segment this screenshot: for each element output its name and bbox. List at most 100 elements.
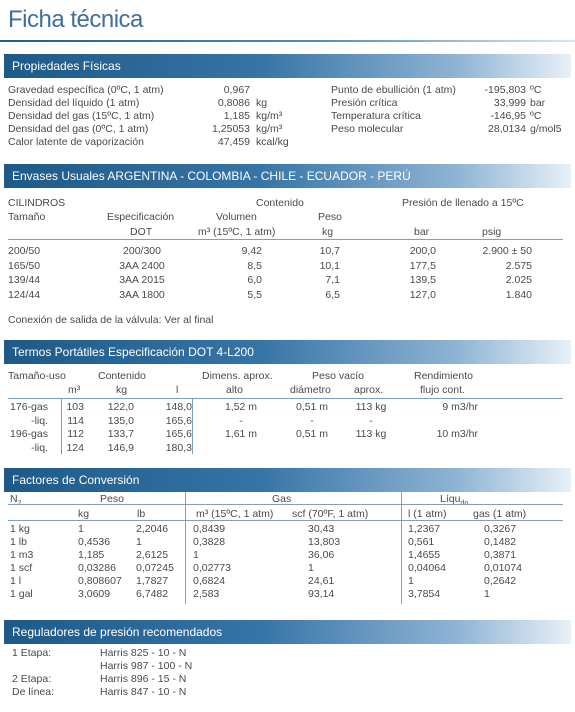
col-dot: DOT (130, 226, 153, 238)
divider (192, 399, 193, 454)
table-cell: 0,02773 (193, 562, 231, 574)
table-cell: 146,9 (107, 441, 134, 454)
table-cell: 1 (78, 523, 84, 535)
divider (61, 399, 62, 454)
property-label: Gravedad específica (0ºC, 1 atm) (8, 84, 164, 96)
table-cell: 148,0 (165, 401, 192, 413)
property-value: 28,0134 (488, 123, 526, 135)
col-lb: lb (137, 508, 146, 520)
table-cell: 10 m3/hr (436, 428, 478, 440)
property-label: Calor latente de vaporización (8, 136, 144, 148)
regulator-model: Harris 847 - 10 - N (100, 686, 187, 698)
col-volumen: Volumen (216, 211, 257, 223)
col-n2: N2 (10, 493, 22, 507)
table-cell: 113 kg (355, 428, 387, 440)
divider (185, 492, 186, 604)
table-cell: 0,3871 (484, 549, 517, 561)
divider (8, 398, 563, 399)
col-dimens: Dimens. aprox. (202, 370, 273, 382)
table-cell: 1,185 (78, 549, 105, 561)
table-cell: 0,561 (408, 536, 435, 548)
table-cell: 36,06 (308, 549, 335, 561)
col-peso-vacio: Peso vacío (312, 370, 364, 382)
property-value: 1,185 (223, 110, 250, 122)
regulator-model: Harris 987 - 100 - N (100, 660, 193, 672)
col-flujo: flujo cont. (420, 384, 465, 396)
table-cell: 165,6 (165, 414, 192, 427)
property-value: -146,95 (490, 110, 526, 122)
title-divider (0, 40, 575, 42)
col-kg: kg (116, 384, 128, 396)
col-m3: m³ (15ºC, 1 atm) (198, 226, 276, 238)
table-cell: 3,7854 (408, 588, 441, 600)
property-value: 1,25053 (212, 123, 250, 135)
table-cell: 2,6125 (136, 549, 169, 561)
col-l: l (176, 384, 179, 396)
property-label: Temperatura crítica (331, 110, 421, 122)
table-cell: 30,43 (308, 523, 335, 535)
table-cell: 139,5 (409, 274, 436, 286)
table-cell: 1,2367 (408, 523, 441, 535)
col-gas: Gas (272, 493, 292, 505)
table-cell: 0,07245 (136, 562, 174, 574)
table-cell: 139/44 (8, 274, 41, 286)
section-header-containers: Envases Usuales ARGENTINA - COLOMBIA - C… (4, 164, 571, 188)
property-unit: ºC (530, 84, 542, 96)
col-especificacion: Especificación (107, 211, 175, 223)
table-cell: 6,0 (247, 274, 262, 286)
table-cell: 1 (308, 562, 314, 574)
table-cell: 180,3 (165, 441, 192, 454)
table-cell: 103 (66, 401, 84, 413)
property-value: 47,459 (217, 136, 250, 148)
table-cell: 1 lb (10, 536, 27, 548)
table-cell: 0,6824 (193, 575, 226, 587)
table-cell: 0,808607 (78, 575, 122, 587)
table-cell: 1 m3 (10, 549, 34, 561)
table-cell: 0,01074 (484, 562, 522, 574)
table-cell: 2.900 ± 50 (482, 245, 532, 257)
property-unit: g/mol5 (530, 123, 562, 135)
table-cell: 1 (484, 588, 490, 600)
table-cell: 2.025 (505, 274, 532, 286)
property-value: 0,967 (223, 84, 250, 96)
table-cell: 1 kg (10, 523, 30, 535)
table-cell: 124 (66, 441, 84, 454)
property-unit: kcal/kg (256, 136, 289, 148)
section-header-thermos: Termos Portátiles Especificación DOT 4-L… (4, 340, 571, 364)
table-cell: 200/300 (123, 245, 161, 257)
table-cell: -liq. (31, 414, 48, 427)
table-cell: 135,0 (107, 414, 134, 427)
table-cell: 3,0609 (78, 588, 111, 600)
page-title: Ficha técnica (8, 6, 143, 33)
col-kg: kg (322, 226, 334, 238)
col-peso: Peso (318, 211, 342, 223)
table-cell: 1.840 (505, 288, 532, 301)
table-cell: 3AA 2400 (119, 259, 165, 272)
col-tamano: Tamaño (8, 211, 46, 223)
table-cell: 1,61 m (224, 428, 258, 440)
property-value: -195,803 (484, 84, 526, 96)
property-label: Densidad del gas (15ºC, 1 atm) (8, 110, 155, 122)
divider (401, 492, 402, 604)
table-cell: 0,4536 (78, 536, 111, 548)
table-cell: -liq. (31, 441, 48, 454)
table-cell: 2,2046 (136, 523, 169, 535)
table-cell: 1,52 m (224, 401, 258, 413)
table-cell: 0,03286 (78, 562, 116, 574)
table-cell: 127,0 (409, 288, 436, 301)
table-cell: 24,61 (308, 575, 335, 587)
table-cell: 7,1 (325, 274, 340, 286)
table-cell: 196-gas (10, 428, 48, 440)
table-cell: 1,7827 (136, 575, 169, 587)
regulator-model: Harris 825 - 10 - N (100, 647, 187, 659)
col-m3: m³ (68, 384, 81, 396)
col-presion: Presión de llenado a 15ºC (402, 197, 524, 209)
table-cell: 124/44 (8, 288, 41, 301)
table-cell: 0,04064 (408, 562, 446, 574)
col-contenido: Contenido (256, 197, 304, 209)
table-cell: 10,7 (319, 245, 340, 257)
valve-note: Conexión de salida de la válvula: Ver al… (8, 314, 214, 326)
property-unit: ºC (530, 110, 542, 122)
table-cell: 5,5 (247, 288, 262, 301)
table-cell: 10,1 (319, 259, 340, 272)
